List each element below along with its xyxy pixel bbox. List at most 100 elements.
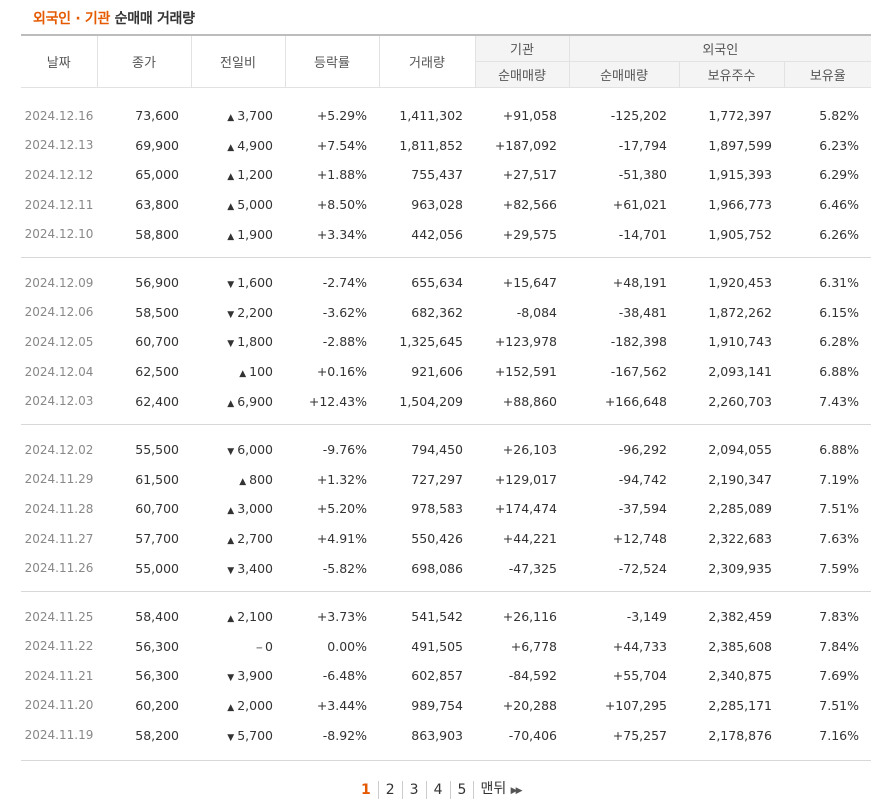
up-triangle-icon: ▲: [227, 702, 235, 713]
cell-for-net: -51,380: [618, 167, 667, 183]
cell-for-ratio: 6.46%: [819, 197, 860, 213]
cell-for-net: -167,562: [610, 364, 667, 380]
cell-date: 2024.12.11: [24, 197, 94, 212]
header-rate: 등락률: [284, 34, 379, 88]
cell-inst-net: +44,221: [502, 531, 557, 547]
page-link-3[interactable]: 3: [403, 781, 427, 799]
row-spacer-cell: [21, 248, 872, 259]
cell-inst-net: -70,406: [508, 727, 557, 743]
table-row: 2024.12.05 60,700 ▼ 1,800 -2.88% 1,325,645 +12…: [21, 327, 871, 357]
table-row: 2024.12.09 56,900 ▼ 1,600 -2.74% 655,634 +15,6…: [21, 268, 871, 298]
cell-for-hold: 2,178,876: [708, 727, 772, 743]
cell-date: 2024.12.09: [24, 275, 94, 290]
down-triangle-icon: ▼: [227, 673, 235, 684]
cell-volume: 602,857: [411, 668, 463, 684]
cell-rate: -2.74%: [322, 275, 367, 291]
cell-for-hold: 1,905,752: [708, 226, 772, 242]
cell-inst-net: +26,116: [502, 609, 557, 625]
cell-inst-net: +152,591: [494, 364, 557, 380]
cell-rate: +5.29%: [316, 108, 367, 124]
up-triangle-icon: ▲: [227, 398, 235, 409]
cell-volume: 442,056: [411, 226, 463, 242]
cell-for-hold: 2,340,875: [708, 668, 772, 684]
up-triangle-icon: ▲: [227, 614, 235, 625]
cell-change: ▼ 5,700: [191, 720, 285, 750]
cell-rate: -3.62%: [322, 304, 367, 320]
up-triangle-icon: ▲: [239, 369, 247, 380]
row-spacer-cell: [21, 258, 871, 268]
section-title: 외국인 · 기관 순매매 거래량: [33, 8, 195, 28]
cell-volume: 491,505: [411, 638, 463, 654]
cell-for-hold: 2,285,089: [708, 501, 772, 517]
change-value: 2,100: [237, 609, 273, 625]
cell-for-net: +107,295: [604, 697, 667, 713]
cell-rate: +7.54%: [316, 137, 367, 153]
page-link-4[interactable]: 4: [427, 781, 451, 799]
cell-close: 58,500: [135, 304, 179, 320]
cell-for-hold: 2,093,141: [708, 364, 772, 380]
row-spacer: [21, 258, 871, 268]
cell-for-net: +12,748: [612, 531, 667, 547]
cell-for-ratio: 7.16%: [819, 727, 860, 743]
cell-date: 2024.11.19: [24, 728, 94, 743]
cell-inst-net: +82,566: [502, 197, 557, 213]
cell-volume: 978,583: [411, 501, 463, 517]
change-value: 4,900: [237, 137, 273, 153]
cell-for-ratio: 6.28%: [819, 334, 860, 350]
cell-for-net: +166,648: [604, 393, 667, 409]
page-link-1[interactable]: 1: [354, 781, 379, 799]
cell-for-ratio: 6.15%: [819, 304, 860, 320]
cell-for-ratio: 6.88%: [819, 364, 860, 380]
table-row: 2024.11.28 60,700 ▲ 3,000 +5.20% 978,583 +174,…: [21, 494, 871, 524]
cell-inst-net: +20,288: [502, 697, 557, 713]
cell-inst-net: +29,575: [502, 226, 557, 242]
cell-inst-net: +88,860: [502, 393, 557, 409]
cell-rate: -9.76%: [322, 442, 367, 458]
change-value: 1,200: [237, 167, 273, 183]
table-row: 2024.11.20 60,200 ▲ 2,000 +3.44% 989,754 +20,2…: [21, 691, 871, 721]
cell-date: 2024.12.12: [24, 167, 94, 182]
down-triangle-icon: ▼: [227, 280, 235, 291]
cell-rate: +4.91%: [316, 531, 367, 547]
cell-for-hold: 1,910,743: [708, 334, 772, 350]
cell-rate: +8.50%: [316, 197, 367, 213]
cell-rate: +3.44%: [316, 697, 367, 713]
table-row: 2024.11.25 58,400 ▲ 2,100 +3.73% 541,542 +26,1…: [21, 602, 871, 632]
cell-close: 60,700: [135, 501, 179, 517]
last-page-link[interactable]: 맨뒤 ▶▶: [474, 780, 526, 800]
title-highlight: 외국인 · 기관: [33, 11, 111, 27]
cell-change: ▲ 2,700: [191, 524, 285, 554]
row-spacer-cell: [21, 592, 871, 602]
header-foreign: 외국인: [568, 34, 872, 62]
cell-for-net: -94,742: [618, 471, 667, 487]
cell-rate: -2.88%: [322, 334, 367, 350]
cell-for-net: +48,191: [612, 275, 667, 291]
page-link-5[interactable]: 5: [451, 781, 475, 799]
header-institution: 기관: [474, 34, 569, 62]
title-rest: 순매매 거래량: [114, 11, 195, 27]
cell-for-hold: 1,772,397: [708, 108, 772, 124]
cell-change: ▼ 1,600: [191, 268, 285, 298]
cell-rate: +1.32%: [316, 471, 367, 487]
cell-change: ▼ 2,200: [191, 298, 285, 328]
cell-for-ratio: 6.88%: [819, 442, 860, 458]
cell-for-ratio: 5.82%: [819, 108, 860, 124]
cell-date: 2024.11.22: [24, 639, 94, 654]
cell-for-ratio: 7.83%: [819, 609, 860, 625]
page-link-2[interactable]: 2: [379, 781, 403, 799]
cell-for-net: -38,481: [618, 304, 667, 320]
cell-change: ▼ 1,800: [191, 327, 285, 357]
row-spacer-cell: [21, 582, 872, 593]
cell-for-net: +55,704: [612, 668, 667, 684]
cell-for-ratio: 6.23%: [819, 137, 860, 153]
table-row: 2024.11.29 61,500 ▲ 800 +1.32% 727,297 +129,01…: [21, 465, 871, 495]
cell-rate: +3.34%: [316, 226, 367, 242]
change-value: 1,600: [237, 275, 273, 291]
down-triangle-icon: ▼: [227, 565, 235, 576]
cell-for-hold: 2,260,703: [708, 393, 772, 409]
change-value: 3,000: [237, 501, 273, 517]
cell-date: 2024.11.26: [24, 561, 94, 576]
table-row: 2024.11.19 58,200 ▼ 5,700 -8.92% 863,903 -70,4…: [21, 720, 871, 750]
cell-close: 60,700: [135, 334, 179, 350]
header-for-hold: 보유주수: [678, 61, 784, 88]
